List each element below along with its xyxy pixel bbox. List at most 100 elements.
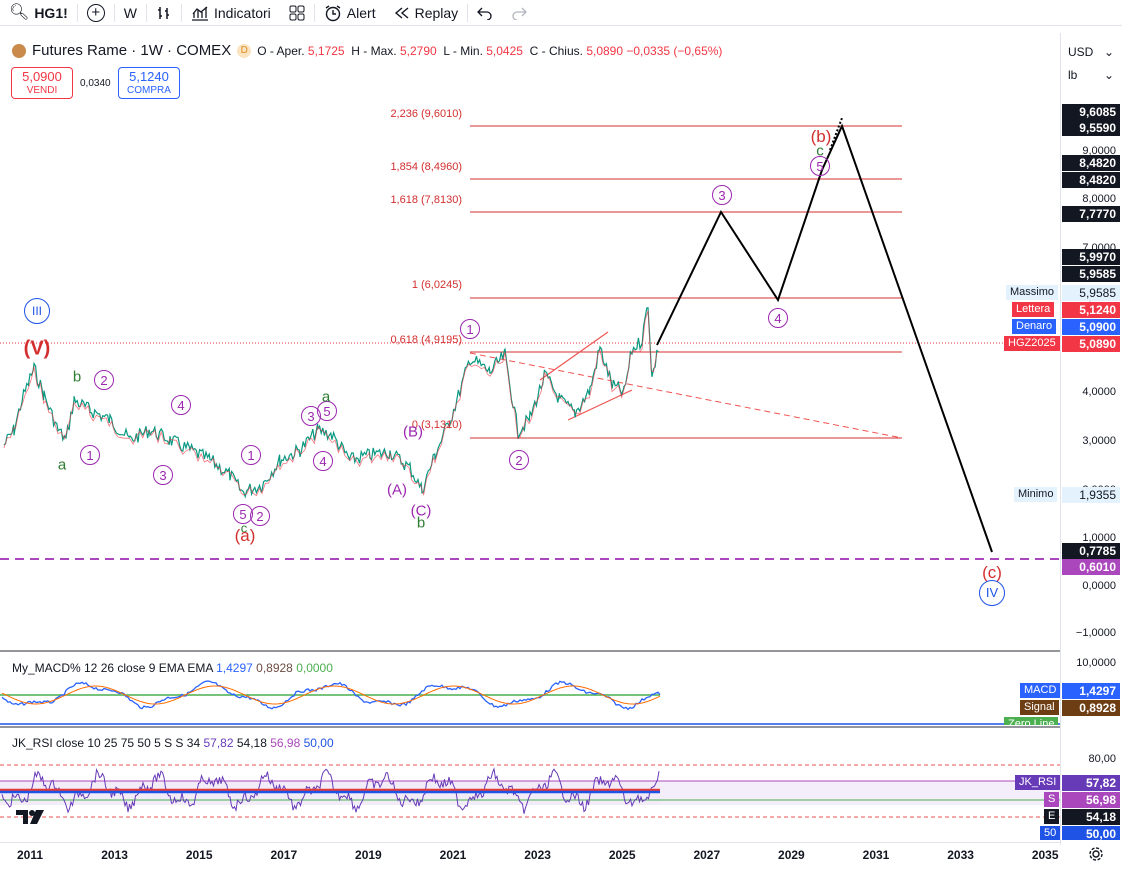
time-tick: 2029	[778, 848, 805, 862]
interval-button[interactable]: W	[115, 0, 146, 25]
symbol-name: HG1!	[34, 4, 68, 21]
time-tick: 2015	[185, 848, 213, 862]
compare-button[interactable]: +	[78, 0, 114, 25]
wave-2-label-b[interactable]: 2	[250, 506, 270, 526]
wave-c-green-label[interactable]: c	[240, 520, 248, 536]
wave-2-label-a[interactable]: 2	[94, 370, 114, 390]
wave-4-label-b[interactable]: 4	[313, 451, 333, 471]
wave-a-green-label[interactable]: a	[57, 456, 67, 474]
tradingview-logo-icon[interactable]	[16, 808, 48, 826]
rsi-value-3: 56,98	[270, 736, 301, 750]
price-label-9-6085: 9,6085	[1062, 104, 1120, 120]
wave-a-red-label[interactable]: (a)	[234, 526, 256, 545]
time-tick: 2033	[947, 848, 974, 862]
price-label-5-9970: 5,9970	[1062, 249, 1120, 265]
rsi-value-1: 57,82	[203, 736, 234, 750]
bars-icon	[157, 6, 169, 19]
wave-c2-green-label[interactable]: c	[816, 142, 824, 160]
replay-button[interactable]: Replay	[385, 0, 468, 25]
wave-b-red-label[interactable]: (b)	[810, 127, 832, 146]
minimo-tag: Minimo	[1014, 487, 1058, 502]
rsi-band-future[interactable]	[660, 781, 1060, 805]
sell-button[interactable]: 5,0900 VENDI	[11, 67, 73, 99]
wave-1-label-c[interactable]: 1	[460, 319, 480, 339]
ohlc-values: O - Aper. 5,1725 H - Max. 5,2790 L - Min…	[257, 44, 722, 58]
high-label: H - Max.	[351, 43, 397, 58]
macd-value-2: 0,8928	[256, 661, 293, 675]
divider	[180, 3, 182, 22]
macd-name[interactable]: My_MACD% 12 26 close 9 EMA EMA	[12, 661, 213, 675]
grid-icon	[289, 5, 305, 20]
redo-button[interactable]	[502, 0, 536, 25]
wave-V-label[interactable]: (V)	[23, 337, 51, 360]
wave-3-label-a[interactable]: 3	[153, 465, 173, 485]
unit-label: lb	[1068, 68, 1078, 82]
top-toolbar: 🔍︎ HG1! + W Indicatori Alert Replay	[0, 0, 1122, 26]
wave-B-label[interactable]: (B)	[403, 423, 423, 441]
wave-III-label[interactable]: III	[24, 298, 50, 324]
fib-label-1854: 1,854 (8,4960)	[390, 161, 462, 173]
wave-a2-green-label[interactable]: a	[321, 388, 331, 406]
wave-1-label-a[interactable]: 1	[80, 445, 100, 465]
wave-b2-green-label[interactable]: b	[416, 514, 426, 532]
wave-IV-label[interactable]: IV	[979, 580, 1005, 606]
macd-value-1: 1,4297	[216, 661, 253, 675]
time-axis[interactable]	[0, 842, 1060, 869]
undo-icon	[477, 7, 492, 20]
signal-line[interactable]	[1, 685, 661, 705]
fib-label-1618: 1,618 (7,8130)	[390, 194, 462, 206]
price-tick: 4,0000	[1082, 386, 1116, 398]
alert-button[interactable]: Alert	[315, 0, 385, 25]
price-label-minimo: 1,9355	[1062, 487, 1120, 503]
open-label: O - Aper.	[257, 43, 305, 58]
delayed-badge[interactable]: D	[237, 43, 252, 58]
undo-button[interactable]	[468, 0, 502, 25]
wave-4-label-c[interactable]: 4	[768, 308, 788, 328]
trend-dashed-line[interactable]	[469, 352, 903, 439]
price-series[interactable]	[3, 306, 659, 499]
open-value: 5,1725	[307, 43, 345, 58]
currency-selector[interactable]: USD ⌄	[1062, 41, 1120, 63]
layouts-button[interactable]	[280, 0, 314, 25]
fib-levels[interactable]	[470, 125, 902, 439]
symbol-search[interactable]: 🔍︎ HG1!	[0, 0, 77, 25]
projection-dotted[interactable]	[829, 117, 843, 151]
rsi-name[interactable]: JK_RSI close 10 25 75 50 5 S S 34	[12, 736, 201, 750]
wave-5-label-b[interactable]: 5	[317, 401, 337, 421]
price-label-8-4820a: 8,4820	[1062, 155, 1120, 171]
channel-upper-line[interactable]	[539, 331, 609, 381]
macd-line[interactable]	[1, 680, 661, 711]
wave-2-label-c[interactable]: 2	[509, 450, 529, 470]
price-label-denaro: 5,0900	[1062, 319, 1120, 335]
rsi-axis-value: 57,82	[1062, 775, 1120, 791]
price-tick: 3,0000	[1082, 435, 1116, 447]
chart-title[interactable]: Futures Rame · 1W · COMEX	[32, 42, 232, 59]
time-tick: 2019	[355, 848, 382, 862]
unit-selector[interactable]: lb ⌄	[1062, 64, 1120, 86]
chart-type-button[interactable]	[147, 0, 181, 25]
indicators-button[interactable]: Indicatori	[182, 0, 280, 25]
wave-c-red-label[interactable]: (c)	[982, 563, 1002, 582]
wave-C-label[interactable]: (C)	[410, 502, 432, 520]
price-series-red[interactable]	[3, 310, 658, 497]
rsi-line[interactable]	[1, 767, 660, 814]
chevron-down-icon: ⌄	[1103, 68, 1114, 82]
wave-5-label-c[interactable]: 5	[810, 156, 830, 176]
wave-1-label-b[interactable]: 1	[241, 445, 261, 465]
wave-A-label[interactable]: (A)	[387, 481, 407, 499]
price-label-massimo: 5,9585	[1062, 285, 1120, 301]
buy-button[interactable]: 5,1240 COMPRA	[118, 67, 180, 99]
denaro-tag: Denaro	[1012, 319, 1057, 334]
rewind-icon	[394, 6, 409, 19]
main-chart-svg[interactable]	[0, 0, 1060, 842]
wave-b-green-label[interactable]: b	[72, 368, 82, 386]
indicators-icon	[191, 6, 208, 21]
wave-3-label-c[interactable]: 3	[712, 185, 732, 205]
wave-4-label-a[interactable]: 4	[171, 395, 191, 415]
price-tick: −1,0000	[1075, 627, 1116, 639]
price-label-9-5590: 9,5590	[1062, 120, 1120, 136]
lettera-tag: Lettera	[1012, 302, 1055, 317]
price-axis[interactable]	[1060, 33, 1122, 845]
settings-gear-icon[interactable]	[1088, 846, 1104, 862]
projection-path[interactable]	[656, 123, 993, 553]
